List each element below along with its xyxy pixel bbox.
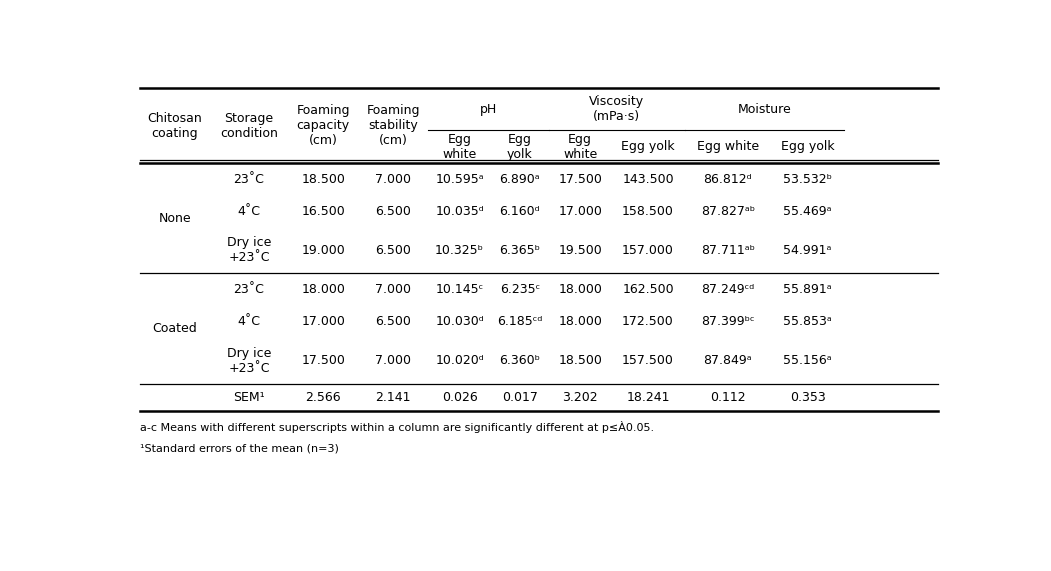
Text: 17.000: 17.000 xyxy=(558,204,602,218)
Text: 6.185ᶜᵈ: 6.185ᶜᵈ xyxy=(497,315,542,328)
Text: 55.891ᵃ: 55.891ᵃ xyxy=(783,283,832,296)
Text: 10.145ᶜ: 10.145ᶜ xyxy=(435,283,483,296)
Text: 87.827ᵃᵇ: 87.827ᵃᵇ xyxy=(701,204,755,218)
Text: 6.160ᵈ: 6.160ᵈ xyxy=(499,204,540,218)
Text: Foaming
stability
(cm): Foaming stability (cm) xyxy=(367,104,420,147)
Text: 18.500: 18.500 xyxy=(558,354,602,367)
Text: Chitosan
coating: Chitosan coating xyxy=(147,112,202,140)
Text: 87.399ᵇᶜ: 87.399ᵇᶜ xyxy=(701,315,755,328)
Text: 3.202: 3.202 xyxy=(562,391,598,404)
Text: 6.360ᵇ: 6.360ᵇ xyxy=(499,354,540,367)
Text: 10.030ᵈ: 10.030ᵈ xyxy=(435,315,485,328)
Text: 0.026: 0.026 xyxy=(441,391,477,404)
Text: 87.711ᵃᵇ: 87.711ᵃᵇ xyxy=(701,244,755,257)
Text: Egg yolk: Egg yolk xyxy=(781,140,834,153)
Text: 18.000: 18.000 xyxy=(558,283,602,296)
Text: 18.000: 18.000 xyxy=(558,315,602,328)
Text: 17.500: 17.500 xyxy=(558,172,602,186)
Text: 6.500: 6.500 xyxy=(375,204,411,218)
Text: Egg white: Egg white xyxy=(697,140,759,153)
Text: 18.000: 18.000 xyxy=(302,283,345,296)
Text: a-c Means with different superscripts within a column are significantly differen: a-c Means with different superscripts wi… xyxy=(140,421,654,433)
Text: pH: pH xyxy=(480,103,497,116)
Text: ¹Standard errors of the mean (n=3): ¹Standard errors of the mean (n=3) xyxy=(140,443,338,453)
Text: 10.035ᵈ: 10.035ᵈ xyxy=(435,204,485,218)
Text: Foaming
capacity
(cm): Foaming capacity (cm) xyxy=(296,104,350,147)
Text: Egg
yolk: Egg yolk xyxy=(507,132,533,160)
Text: 2.566: 2.566 xyxy=(305,391,341,404)
Text: 86.812ᵈ: 86.812ᵈ xyxy=(703,172,753,186)
Text: 4˚C: 4˚C xyxy=(238,204,261,218)
Text: 23˚C: 23˚C xyxy=(233,283,264,296)
Text: 54.991ᵃ: 54.991ᵃ xyxy=(783,244,831,257)
Text: Egg
white: Egg white xyxy=(442,132,477,160)
Text: 10.325ᵇ: 10.325ᵇ xyxy=(435,244,485,257)
Text: Coated: Coated xyxy=(152,322,197,335)
Text: 18.241: 18.241 xyxy=(626,391,669,404)
Text: 55.853ᵃ: 55.853ᵃ xyxy=(783,315,832,328)
Text: 19.000: 19.000 xyxy=(302,244,345,257)
Text: 23˚C: 23˚C xyxy=(233,172,264,186)
Text: 17.000: 17.000 xyxy=(302,315,345,328)
Text: 0.112: 0.112 xyxy=(710,391,745,404)
Text: 162.500: 162.500 xyxy=(622,283,674,296)
Text: 19.500: 19.500 xyxy=(558,244,602,257)
Text: 143.500: 143.500 xyxy=(622,172,674,186)
Text: 6.500: 6.500 xyxy=(375,244,411,257)
Text: 6.890ᵃ: 6.890ᵃ xyxy=(499,172,540,186)
Text: 18.500: 18.500 xyxy=(302,172,345,186)
Text: SEM¹: SEM¹ xyxy=(233,391,265,404)
Text: 87.849ᵃ: 87.849ᵃ xyxy=(703,354,753,367)
Text: 7.000: 7.000 xyxy=(375,172,411,186)
Text: 2.141: 2.141 xyxy=(375,391,411,404)
Text: Viscosity
(mPa·s): Viscosity (mPa·s) xyxy=(590,95,644,123)
Text: 7.000: 7.000 xyxy=(375,354,411,367)
Text: 10.595ᵃ: 10.595ᵃ xyxy=(435,172,483,186)
Text: 0.017: 0.017 xyxy=(502,391,538,404)
Text: 172.500: 172.500 xyxy=(622,315,674,328)
Text: 87.249ᶜᵈ: 87.249ᶜᵈ xyxy=(701,283,755,296)
Text: None: None xyxy=(159,212,191,225)
Text: 0.353: 0.353 xyxy=(789,391,825,404)
Text: Egg
white: Egg white xyxy=(563,132,597,160)
Text: 17.500: 17.500 xyxy=(302,354,345,367)
Text: Storage
condition: Storage condition xyxy=(220,112,277,140)
Text: Dry ice
+23˚C: Dry ice +23˚C xyxy=(227,236,271,264)
Text: 6.365ᵇ: 6.365ᵇ xyxy=(499,244,540,257)
Text: 6.500: 6.500 xyxy=(375,315,411,328)
Text: 55.469ᵃ: 55.469ᵃ xyxy=(783,204,832,218)
Text: 157.500: 157.500 xyxy=(622,354,674,367)
Text: 158.500: 158.500 xyxy=(622,204,674,218)
Text: 4˚C: 4˚C xyxy=(238,315,261,328)
Text: Dry ice
+23˚C: Dry ice +23˚C xyxy=(227,347,271,375)
Text: 53.532ᵇ: 53.532ᵇ xyxy=(783,172,832,186)
Text: 7.000: 7.000 xyxy=(375,283,411,296)
Text: Egg yolk: Egg yolk xyxy=(621,140,675,153)
Text: 157.000: 157.000 xyxy=(622,244,674,257)
Text: 16.500: 16.500 xyxy=(302,204,345,218)
Text: 55.156ᵃ: 55.156ᵃ xyxy=(783,354,832,367)
Text: Moisture: Moisture xyxy=(738,103,791,116)
Text: 10.020ᵈ: 10.020ᵈ xyxy=(435,354,485,367)
Text: 6.235ᶜ: 6.235ᶜ xyxy=(500,283,540,296)
